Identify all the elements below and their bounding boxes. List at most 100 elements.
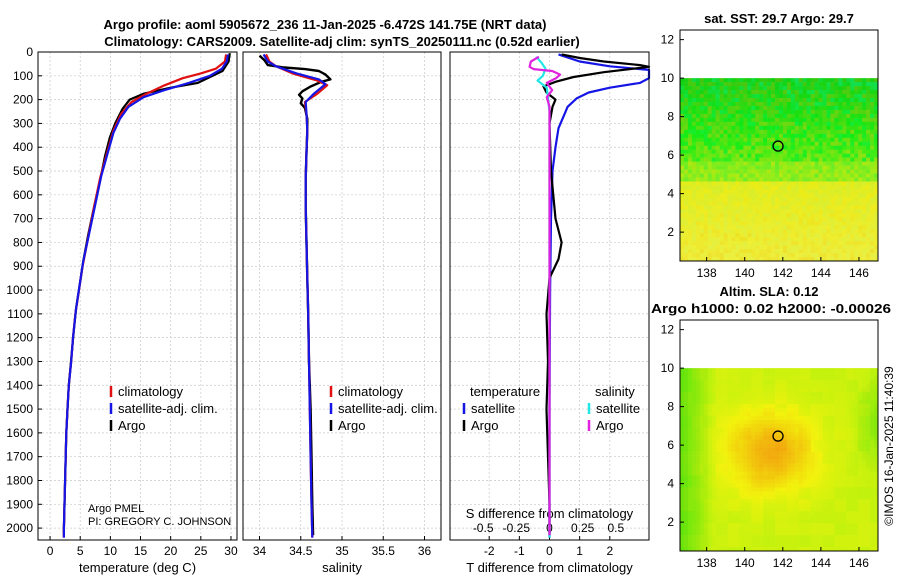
sla-cell: [711, 471, 716, 476]
sla-cell: [838, 439, 843, 444]
sla-cell: [850, 431, 855, 437]
sst-cell: [854, 161, 859, 166]
sst-cell: [707, 257, 712, 262]
sla-cell: [727, 475, 732, 480]
sst-cell: [818, 117, 823, 123]
sst-cell: [834, 229, 839, 234]
sst-cell: [846, 197, 851, 202]
sst-cell: [759, 165, 764, 170]
sst-cell: [727, 257, 732, 262]
sla-cell: [830, 439, 835, 444]
sst-cell: [866, 169, 871, 174]
sla-cell: [822, 547, 827, 552]
sst-cell: [695, 129, 701, 135]
sst-cell: [790, 82, 796, 87]
sst-cell: [826, 189, 831, 194]
sst-cell: [834, 117, 839, 123]
sla-cell: [838, 395, 843, 401]
sst-cell: [703, 133, 709, 139]
sla-cell: [707, 419, 712, 425]
sst-cell: [854, 94, 859, 99]
sla-cell: [707, 372, 712, 377]
sla-cell: [680, 547, 685, 552]
sst-cell: [759, 249, 764, 254]
sla-cell: [703, 543, 709, 548]
sst-cell: [846, 181, 851, 186]
diff-xtick-label: 2: [606, 544, 613, 558]
sst-cell: [731, 193, 736, 198]
sst-cell: [862, 129, 867, 135]
sst-cell: [707, 109, 712, 115]
sst-cell: [691, 78, 697, 83]
sst-cell: [810, 98, 815, 103]
sst-cell: [759, 237, 764, 242]
sla-cell: [767, 435, 772, 440]
sla-cell: [731, 384, 736, 389]
sla-cell: [755, 543, 760, 548]
sla-cell: [826, 487, 831, 492]
sla-cell: [687, 491, 693, 496]
sst-cell: [870, 249, 875, 254]
sst-cell: [850, 189, 855, 194]
sla-cell: [858, 443, 863, 448]
sla-cell: [846, 415, 851, 421]
sla-cell: [806, 403, 811, 409]
sst-cell: [846, 233, 851, 238]
sla-cell: [727, 507, 732, 512]
sla-cell: [739, 527, 744, 532]
sla-cell: [683, 399, 689, 405]
sst-cell: [790, 237, 796, 242]
sst-cell: [703, 161, 709, 166]
sla-cell: [806, 519, 811, 524]
sla-cell: [739, 447, 744, 452]
sst-cell: [834, 98, 839, 103]
sla-cell: [798, 483, 804, 488]
sst-cell: [715, 137, 720, 143]
sla-cell: [699, 455, 705, 460]
sla-cell: [810, 455, 815, 460]
sla-cell: [767, 471, 772, 476]
sst-cell: [850, 149, 855, 154]
sla-cell: [838, 491, 843, 496]
sst-cell: [870, 225, 875, 230]
sla-cell: [826, 388, 831, 393]
sla-cell: [850, 519, 855, 524]
sst-cell: [691, 213, 697, 218]
sla-cell: [826, 515, 831, 520]
sla-cell: [790, 388, 796, 393]
sst-cell: [862, 173, 867, 178]
sla-cell: [842, 459, 847, 464]
sst-ytick-label: 10: [661, 71, 675, 85]
sst-cell: [794, 177, 800, 182]
sla-cell: [842, 372, 847, 377]
sst-cell: [683, 105, 689, 111]
sla-cell: [874, 479, 879, 484]
sst-cell: [854, 98, 859, 103]
sla-cell: [782, 411, 788, 417]
sst-cell: [826, 213, 831, 218]
sla-cell: [683, 451, 689, 456]
sla-cell: [786, 527, 792, 532]
sla-cell: [802, 467, 808, 472]
sst-cell: [846, 209, 851, 214]
sla-cell: [771, 419, 776, 425]
sst-cell: [711, 145, 716, 150]
sla-cell: [763, 368, 768, 373]
sst-cell: [806, 90, 811, 95]
sla-cell: [727, 427, 732, 433]
sst-cell: [747, 173, 752, 178]
sla-cell: [699, 539, 705, 544]
sla-cell: [763, 507, 768, 512]
sla-cell: [711, 431, 716, 437]
sla-cell: [862, 384, 867, 389]
sst-cell: [680, 213, 685, 218]
sla-cell: [874, 380, 879, 385]
sla-cell: [838, 495, 843, 500]
sst-cell: [858, 245, 863, 250]
sla-cell: [731, 376, 736, 381]
sla-cell: [802, 372, 808, 377]
sst-cell: [680, 78, 685, 83]
sst-cell: [719, 253, 724, 258]
sla-cell: [842, 503, 847, 508]
sst-cell: [695, 98, 701, 103]
